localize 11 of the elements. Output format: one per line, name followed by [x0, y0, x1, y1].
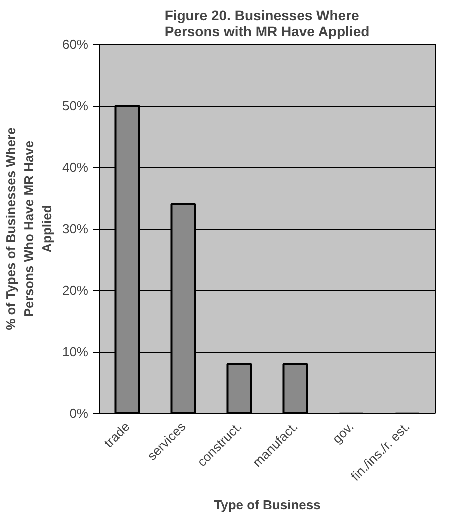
x-tick-label: gov. [330, 419, 357, 446]
chart-title: Figure 20. Businesses Where Persons with MR Have Applied [164, 8, 370, 40]
y-tick-label: 40% [62, 160, 89, 175]
y-tick-label: 30% [62, 222, 89, 236]
x-axis-title: Type of Business [214, 497, 321, 512]
y-tick-label: 10% [62, 344, 89, 360]
y-tick-label: 50% [62, 98, 89, 114]
y-axis-title: % of Types of Businesses Where Persons Who Have MR Have Applied [3, 128, 54, 330]
y-tick-label: 0% [70, 406, 89, 421]
y-tick-label: 60% [62, 37, 89, 52]
y-tick-label: 20% [62, 283, 89, 298]
